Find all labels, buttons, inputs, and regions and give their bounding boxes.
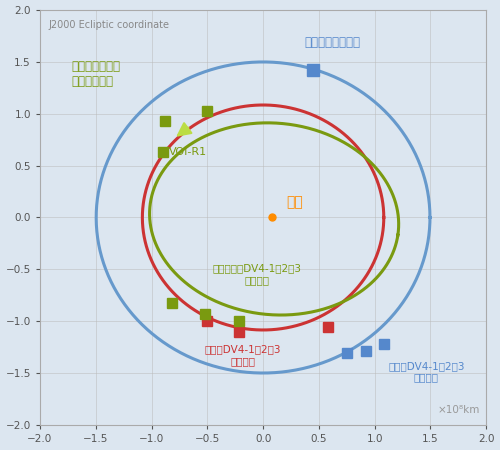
Text: J2000 Ecliptic coordinate: J2000 Ecliptic coordinate <box>49 20 170 30</box>
Text: 太陽: 太陽 <box>286 195 304 209</box>
Text: VOI-R1: VOI-R1 <box>170 147 207 157</box>
Text: あかつき（DV4-1，2，3
実施時）: あかつき（DV4-1，2，3 実施時） <box>213 263 302 285</box>
Text: 金星（DV4-1，2，3
実施時）: 金星（DV4-1，2，3 実施時） <box>204 344 281 366</box>
Text: 地球（再会合時）: 地球（再会合時） <box>304 36 360 49</box>
Text: あかつきと金星
（再会合時）: あかつきと金星 （再会合時） <box>71 59 120 88</box>
Text: 地球（DV4-1，2，3
実施時）: 地球（DV4-1，2，3 実施時） <box>388 361 464 382</box>
Text: ×10⁸km: ×10⁸km <box>437 405 480 415</box>
